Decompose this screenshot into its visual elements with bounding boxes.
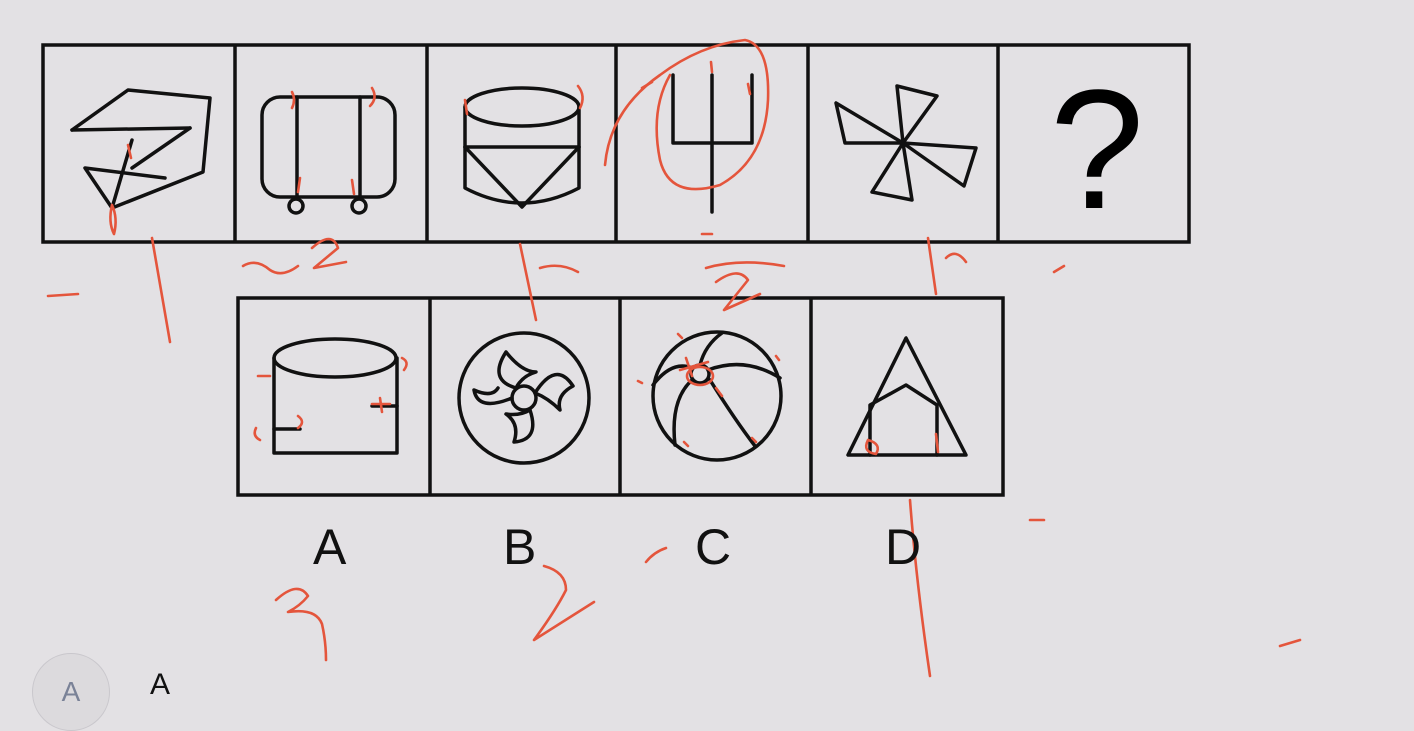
ink-mark bbox=[676, 332, 684, 340]
ink-mark bbox=[644, 546, 668, 564]
ink-stroke bbox=[908, 498, 932, 678]
ink-mark bbox=[774, 354, 781, 362]
ink-stroke bbox=[944, 252, 968, 264]
option-label-c: C bbox=[695, 519, 732, 575]
ink-mark bbox=[463, 98, 469, 116]
option-a-figure[interactable] bbox=[272, 337, 399, 455]
option-label-a: A bbox=[313, 519, 347, 575]
ink-stroke bbox=[150, 236, 172, 344]
ink-mark bbox=[682, 440, 690, 448]
ink-circle-trident bbox=[603, 38, 770, 191]
ink-mark bbox=[296, 176, 302, 194]
ink-mark bbox=[750, 436, 758, 444]
ink-number bbox=[532, 564, 596, 642]
ink-mark bbox=[1278, 638, 1302, 648]
answer-text: A bbox=[150, 668, 171, 701]
ink-mark bbox=[640, 80, 654, 90]
ink-stroke bbox=[538, 264, 580, 274]
ink-mark bbox=[1052, 264, 1066, 274]
ink-stroke bbox=[704, 261, 786, 270]
ink-mark bbox=[746, 82, 752, 96]
ink-mark bbox=[368, 86, 376, 108]
figure-3-cylinder bbox=[463, 86, 581, 209]
ink-mark bbox=[714, 386, 724, 398]
option-c-figure[interactable] bbox=[651, 330, 783, 462]
ink-mark bbox=[400, 356, 408, 372]
ink-mark bbox=[934, 432, 940, 454]
ink-mark bbox=[636, 379, 644, 385]
ink-mark bbox=[109, 203, 117, 236]
ink-mark bbox=[290, 90, 296, 110]
ink-mark bbox=[864, 438, 880, 456]
figure-5-pinwheel bbox=[834, 84, 978, 202]
ink-number bbox=[310, 237, 348, 270]
ink-mark bbox=[253, 426, 262, 442]
ink-stroke bbox=[926, 236, 938, 296]
ink-number bbox=[714, 272, 762, 312]
option-b-figure[interactable] bbox=[457, 331, 591, 465]
option-label-d: D bbox=[885, 519, 922, 575]
ink-mark bbox=[576, 84, 584, 110]
ink-mark bbox=[126, 143, 133, 160]
ink-mark bbox=[350, 178, 356, 196]
ink-mark bbox=[296, 414, 304, 430]
figure-4-trident bbox=[671, 73, 754, 214]
handwritten-annotations bbox=[46, 38, 1302, 678]
question-row: ? bbox=[41, 43, 1191, 245]
ink-stroke bbox=[518, 242, 538, 322]
ink-tilde bbox=[241, 261, 300, 275]
ink-stroke bbox=[46, 292, 80, 298]
options-row bbox=[236, 296, 1005, 497]
option-d-figure[interactable] bbox=[846, 336, 968, 457]
ink-mark bbox=[370, 396, 392, 414]
ink-mark bbox=[685, 365, 715, 387]
ink-number bbox=[274, 587, 328, 662]
figure-2-cart bbox=[260, 95, 397, 215]
ink-mark bbox=[709, 60, 714, 74]
ink-mark bbox=[678, 356, 710, 378]
answer-option-button[interactable]: A bbox=[32, 653, 110, 731]
question-mark: ? bbox=[1050, 55, 1145, 245]
answer-option-letter: A bbox=[61, 676, 81, 707]
figure-1-polygons bbox=[70, 88, 212, 210]
option-label-b: B bbox=[503, 519, 537, 575]
